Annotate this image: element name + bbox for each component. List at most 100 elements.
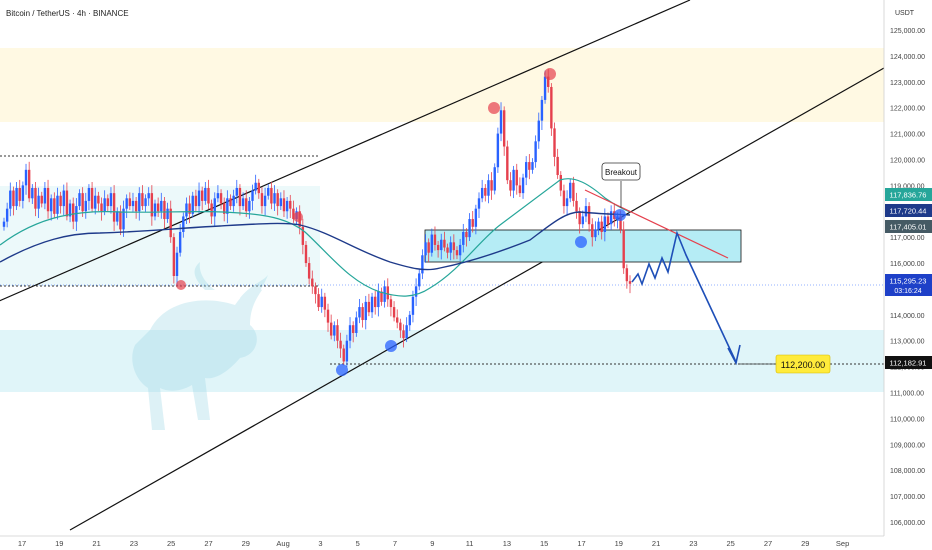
candle-body <box>622 229 625 269</box>
candle-body <box>455 250 459 256</box>
candle-body <box>251 190 254 201</box>
candle-body <box>289 200 292 209</box>
candle-body <box>175 252 179 276</box>
candle-body <box>188 203 191 214</box>
candle-body <box>414 286 418 297</box>
candle-body <box>119 211 122 230</box>
candle-body <box>178 231 182 253</box>
low-marker <box>176 280 186 290</box>
candle-body <box>373 296 377 308</box>
candle-body <box>396 317 399 323</box>
low-marker <box>575 236 587 248</box>
candle-body <box>216 193 220 199</box>
candle-body <box>219 193 223 204</box>
candle-body <box>27 169 31 199</box>
price-tick-label: 119,000.00 <box>890 183 925 190</box>
candle-body <box>509 180 512 191</box>
candle-body <box>43 187 47 204</box>
candle-body <box>518 185 522 194</box>
candle-body <box>317 294 320 308</box>
price-labels: 117,836.76 117,720.44 117,405.01 115,295.23… <box>885 188 932 369</box>
high-marker <box>544 68 556 80</box>
time-tick-label: Sep <box>836 539 849 548</box>
candle-body <box>351 325 355 333</box>
candle-body <box>106 198 110 207</box>
candle-body <box>370 296 374 313</box>
candle-body <box>565 198 569 207</box>
time-tick-label: 15 <box>540 539 548 548</box>
candle-body <box>94 195 97 209</box>
candle-body <box>537 120 540 142</box>
candle-body <box>223 203 226 214</box>
time-tick-label: 3 <box>318 539 322 548</box>
candle-body <box>386 286 389 300</box>
candle-body <box>581 216 585 225</box>
low-marker <box>385 340 397 352</box>
price-label-box <box>885 220 932 233</box>
candle-body <box>399 322 402 331</box>
candle-body <box>474 208 478 227</box>
candle-body <box>292 208 295 220</box>
candle-body <box>468 219 471 238</box>
price-label-box <box>885 204 932 217</box>
candle-body <box>367 301 371 313</box>
candle-body <box>584 206 588 217</box>
candle-body <box>276 193 279 207</box>
candle-body <box>449 242 452 253</box>
candle-body <box>267 187 270 196</box>
candle-body <box>116 211 119 222</box>
candle-body <box>24 169 28 186</box>
candle-body <box>477 198 481 209</box>
candle-body <box>2 221 6 227</box>
candle-body <box>333 325 336 336</box>
symbol-title: Bitcoin / TetherUS · 4h · BINANCE <box>6 9 129 18</box>
candle-body <box>147 193 150 199</box>
candle-body <box>163 200 166 220</box>
price-label-text: 112,182.91 <box>890 359 927 368</box>
candle-body <box>597 221 600 230</box>
time-tick-label: 27 <box>764 539 772 548</box>
candle-body <box>169 208 172 238</box>
candle-body <box>446 247 449 253</box>
candle-body <box>411 296 415 315</box>
candle-body <box>97 195 100 204</box>
time-tick-label: 21 <box>92 539 100 548</box>
candle-body <box>452 242 456 251</box>
candle-body <box>418 273 421 287</box>
candle-body <box>484 187 487 196</box>
time-tick-label: 9 <box>430 539 434 548</box>
candle-body <box>307 263 311 279</box>
candle-body <box>355 317 358 333</box>
candle-body <box>81 193 84 212</box>
candle-body <box>436 244 440 251</box>
candle-body <box>543 76 547 100</box>
candle-body <box>56 195 59 214</box>
candle-body <box>254 182 257 191</box>
candle-body <box>361 307 364 321</box>
candle-body <box>606 216 610 225</box>
time-tick-label: Aug <box>276 539 289 548</box>
candle-body <box>260 193 264 207</box>
price-tick-label: 123,000.00 <box>890 80 925 87</box>
candle-body <box>160 200 163 212</box>
breakout-marker <box>614 209 626 221</box>
candle-body <box>528 162 531 170</box>
price-tick-label: 122,000.00 <box>890 106 925 113</box>
candle-body <box>493 167 496 191</box>
candle-body <box>53 198 56 214</box>
candle-body <box>600 221 603 232</box>
time-axis[interactable]: 17 19 21 23 25 27 29 Aug 3 5 7 9 11 13 15 17 19 21 23 25 27 2… <box>18 539 849 548</box>
candle-body <box>609 211 613 225</box>
candle-body <box>471 219 474 227</box>
candle-body <box>480 187 484 199</box>
candle-body <box>248 200 251 212</box>
candle-body <box>131 200 135 207</box>
candle-body <box>134 200 138 212</box>
candle-body <box>109 193 113 207</box>
time-tick-label: 13 <box>503 539 511 548</box>
candle-body <box>628 281 632 284</box>
candle-body <box>197 190 201 207</box>
candle-body <box>336 325 339 341</box>
candle-body <box>238 187 242 207</box>
